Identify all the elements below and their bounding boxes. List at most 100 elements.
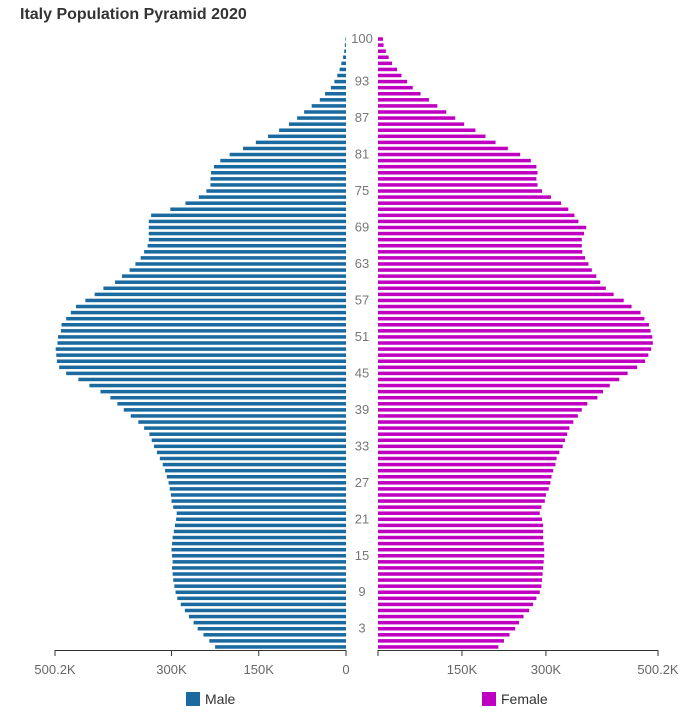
axes: 500.2K 300K 150K 0 150K 300K 500.2K <box>34 650 679 677</box>
male-bar-age-62 <box>129 268 346 272</box>
female-bar-age-61 <box>378 274 597 278</box>
male-bar-age-21 <box>176 517 346 522</box>
female-bar-age-18 <box>378 535 544 540</box>
male-bar-age-75 <box>206 189 346 193</box>
male-bar-age-99 <box>344 43 346 47</box>
male-bar-age-14 <box>172 560 346 564</box>
female-bar-age-23 <box>378 505 542 509</box>
female-bar-age-6 <box>378 608 530 613</box>
male-bar-age-80 <box>220 158 346 163</box>
male-bar-age-64 <box>140 256 346 260</box>
female-bar-age-76 <box>378 183 538 187</box>
male-bar-age-77 <box>210 177 346 181</box>
male-bar-age-22 <box>176 511 346 515</box>
female-bar-age-30 <box>378 462 556 467</box>
age-label-57: 57 <box>355 292 369 307</box>
male-bar-age-34 <box>151 438 346 443</box>
female-bar-age-27 <box>378 481 551 485</box>
female-bar-age-77 <box>378 177 537 181</box>
female-bar-age-16 <box>378 547 545 552</box>
female-bar-age-4 <box>378 620 520 625</box>
female-bar-age-73 <box>378 201 562 205</box>
male-bar-age-63 <box>135 262 346 266</box>
female-bar-age-34 <box>378 438 565 443</box>
female-bar-age-47 <box>378 359 646 364</box>
age-label-45: 45 <box>355 365 369 380</box>
male-bar-age-93 <box>334 79 346 84</box>
male-bar-age-9 <box>175 590 346 595</box>
male-bar-age-71 <box>151 213 346 218</box>
female-bar-age-84 <box>378 134 486 139</box>
male-bar-age-8 <box>177 596 346 601</box>
legend-label-female[interactable]: Female <box>501 691 548 707</box>
female-bar-age-97 <box>378 55 389 60</box>
male-bar-age-49 <box>55 347 346 351</box>
male-bar-age-45 <box>66 371 347 376</box>
male-tick-label: 300K <box>156 662 187 677</box>
male-bar-age-69 <box>148 225 346 230</box>
male-bar-age-43 <box>89 383 347 388</box>
male-bar-age-73 <box>185 201 346 205</box>
female-bar-age-60 <box>378 280 601 284</box>
female-bar-age-54 <box>378 316 645 321</box>
female-bar-age-56 <box>378 304 632 309</box>
female-bar-age-1 <box>378 639 504 643</box>
female-bar-age-53 <box>378 322 649 327</box>
female-bar-age-38 <box>378 414 578 418</box>
female-bar-age-92 <box>378 85 413 90</box>
male-bar-age-12 <box>172 572 346 576</box>
male-bar-age-30 <box>162 462 346 467</box>
male-bar-age-13 <box>172 566 346 570</box>
female-bar-age-69 <box>378 225 587 230</box>
male-bar-age-39 <box>123 408 346 412</box>
female-bar-age-42 <box>378 389 604 394</box>
male-bar-age-15 <box>172 554 346 558</box>
male-bar-age-85 <box>279 128 346 132</box>
legend-swatch-female[interactable] <box>482 692 496 706</box>
male-bar-age-6 <box>184 608 346 613</box>
age-label-75: 75 <box>355 183 369 198</box>
male-bar-age-25 <box>170 493 346 497</box>
female-bar-age-74 <box>378 195 551 199</box>
legend-label-male[interactable]: Male <box>205 691 236 707</box>
female-bar-age-14 <box>378 560 544 564</box>
male-bar-age-48 <box>56 353 347 357</box>
male-bar-age-88 <box>304 110 346 114</box>
female-bar-age-11 <box>378 578 543 582</box>
male-bar-age-67 <box>148 237 346 242</box>
female-bar-age-86 <box>378 122 465 126</box>
female-bar-age-15 <box>378 554 545 558</box>
age-label-9: 9 <box>358 584 365 599</box>
male-bar-age-20 <box>174 523 346 528</box>
male-bar-age-41 <box>110 395 346 400</box>
female-bar-age-66 <box>378 243 582 248</box>
male-bar-age-87 <box>297 116 346 120</box>
male-bar-age-33 <box>154 444 346 449</box>
female-bar-age-9 <box>378 590 540 595</box>
male-bar-age-61 <box>122 274 346 278</box>
legend-swatch-male[interactable] <box>186 692 200 706</box>
male-bar-age-89 <box>311 104 346 108</box>
female-bar-age-45 <box>378 371 628 376</box>
female-bar-age-35 <box>378 432 568 436</box>
male-bar-age-86 <box>288 122 346 126</box>
age-label-15: 15 <box>355 548 369 563</box>
female-bar-age-26 <box>378 487 549 491</box>
male-bar-age-38 <box>130 414 346 418</box>
male-bar-age-72 <box>170 207 346 212</box>
female-bar-age-49 <box>378 347 652 351</box>
female-bar-age-68 <box>378 231 584 236</box>
female-bar-age-25 <box>378 493 546 497</box>
female-bars <box>378 37 653 649</box>
age-label-39: 39 <box>355 402 369 417</box>
female-bar-age-8 <box>378 596 537 601</box>
female-bar-age-78 <box>378 171 538 175</box>
female-bar-age-32 <box>378 450 560 455</box>
female-bar-age-63 <box>378 262 589 266</box>
female-bar-age-22 <box>378 511 540 515</box>
female-bar-age-96 <box>378 61 392 66</box>
male-bar-age-54 <box>66 316 347 321</box>
female-bar-age-46 <box>378 365 638 370</box>
male-bar-age-5 <box>188 614 346 619</box>
